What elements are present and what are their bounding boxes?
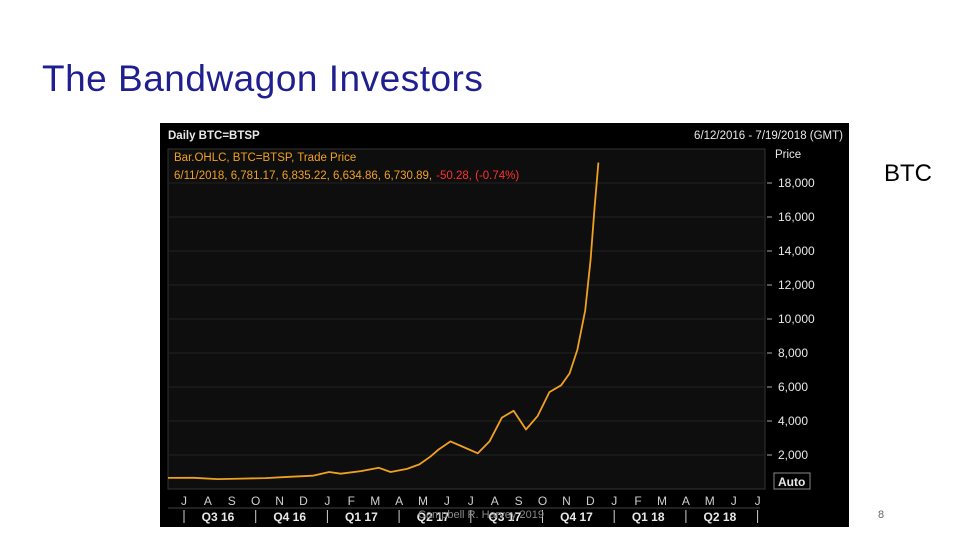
slide-title: The Bandwagon Investors — [42, 58, 484, 99]
side-label: BTC — [884, 160, 932, 187]
quarter-label: Q4 17 — [560, 510, 593, 524]
month-label: S — [515, 494, 523, 508]
legend-values: 6/11/2018, 6,781.17, 6,835.22, 6,634.86,… — [174, 170, 432, 182]
footer-credit: Campbell R. Harvey 2019 — [418, 509, 544, 521]
month-label: A — [204, 494, 212, 508]
auto-button[interactable]: Auto — [773, 472, 811, 490]
month-label: D — [299, 494, 308, 508]
legend-line-1: Bar.OHLC, BTC=BTSP, Trade Price — [174, 152, 356, 164]
y-tick-label: 10,000 — [778, 312, 815, 326]
grid — [168, 182, 765, 456]
month-label: J — [731, 494, 737, 508]
quarter-label: Q1 17 — [345, 510, 378, 524]
auto-button-label[interactable]: Auto — [778, 475, 805, 489]
month-label: A — [395, 494, 403, 508]
month-label: S — [228, 494, 236, 508]
month-label: O — [251, 494, 260, 508]
month-label: A — [491, 494, 499, 508]
price-chart: Daily BTC=BTSP 6/12/2016 - 7/19/2018 (GM… — [160, 123, 849, 527]
month-label: O — [538, 494, 547, 508]
auto-button-frame[interactable] — [773, 472, 811, 490]
month-label: M — [705, 494, 715, 508]
month-label: F — [634, 494, 641, 508]
month-label: J — [444, 494, 450, 508]
month-label: A — [682, 494, 690, 508]
month-label: J — [324, 494, 330, 508]
legend-line-2: 6/11/2018, 6,781.17, 6,835.22, 6,634.86,… — [174, 170, 519, 182]
y-tick-label: 14,000 — [778, 244, 815, 258]
quarter-label: Q1 18 — [632, 510, 665, 524]
btc-price-line — [167, 162, 600, 480]
quarter-label: Q4 16 — [273, 510, 306, 524]
month-label: J — [611, 494, 617, 508]
page-number: 8 — [878, 509, 885, 521]
chart-canvas: Daily BTC=BTSP 6/12/2016 - 7/19/2018 (GM… — [160, 123, 849, 527]
quarter-label: Q2 18 — [704, 510, 737, 524]
month-label: F — [348, 494, 355, 508]
chart-title: Daily BTC=BTSP — [168, 130, 260, 142]
quarter-label: Q3 17 — [488, 510, 521, 524]
legend-change: -50.28, (-0.74%) — [436, 170, 519, 182]
month-label: N — [562, 494, 571, 508]
month-label: J — [468, 494, 474, 508]
month-label: J — [181, 494, 187, 508]
y-tick-label: 4,000 — [778, 414, 808, 428]
quarter-label: Q2 17 — [417, 510, 450, 524]
quarter-label: Q3 16 — [202, 510, 235, 524]
y-axis-title: Price — [775, 149, 801, 161]
x-axis-quarters: Q3 16 Q4 16 Q1 17 Q2 17 Q3 17 Q4 17 Q1 18 Q2 18 — [183, 510, 759, 524]
month-label: M — [370, 494, 380, 508]
y-tick-label: 8,000 — [778, 346, 808, 360]
y-tick-label: 2,000 — [778, 448, 808, 462]
month-label: D — [586, 494, 595, 508]
month-label: N — [275, 494, 284, 508]
date-range: 6/12/2016 - 7/19/2018 (GMT) — [694, 130, 843, 142]
y-tick-label: 18,000 — [778, 176, 815, 190]
month-label: J — [755, 494, 761, 508]
y-tick-label: 12,000 — [778, 278, 815, 292]
y-axis: 2,000 4,000 6,000 8,000 10,000 12,000 14,000 16… — [767, 176, 815, 462]
month-label: M — [418, 494, 428, 508]
month-label: M — [657, 494, 667, 508]
y-tick-label: 6,000 — [778, 380, 808, 394]
y-tick-label: 16,000 — [778, 210, 815, 224]
